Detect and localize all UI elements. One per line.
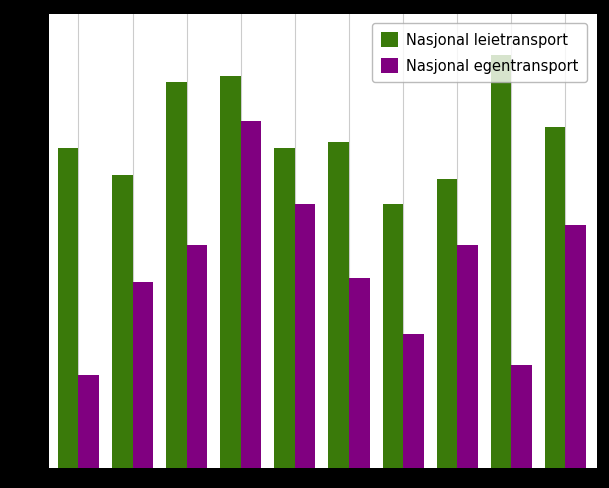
Bar <box>457 245 478 468</box>
Bar <box>437 180 457 468</box>
Bar <box>491 56 512 468</box>
Bar <box>241 122 261 468</box>
Bar <box>112 176 133 468</box>
Bar <box>349 279 370 468</box>
Bar <box>187 245 207 468</box>
Bar <box>295 204 315 468</box>
Bar <box>328 142 349 468</box>
Legend: Nasjonal leietransport, Nasjonal egentransport: Nasjonal leietransport, Nasjonal egentra… <box>372 24 587 82</box>
Bar <box>565 225 586 468</box>
Bar <box>166 82 187 468</box>
Bar <box>274 149 295 468</box>
Bar <box>220 77 241 468</box>
Bar <box>133 283 153 468</box>
Bar <box>58 149 79 468</box>
Bar <box>79 376 99 468</box>
Bar <box>403 334 424 468</box>
Bar <box>512 366 532 468</box>
Bar <box>382 204 403 468</box>
Bar <box>545 128 565 468</box>
